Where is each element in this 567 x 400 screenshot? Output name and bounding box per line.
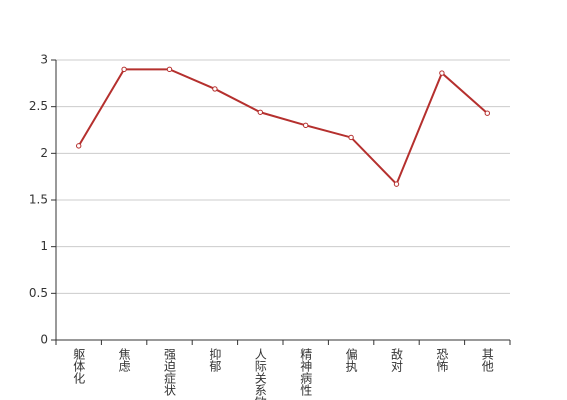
x-tick-label: 抑郁	[208, 347, 222, 373]
y-tick-label: 2.5	[29, 99, 48, 113]
y-tick-label: 1	[40, 239, 48, 253]
x-tick-label: 敌对	[390, 347, 404, 372]
point	[303, 122, 309, 129]
line	[77, 68, 488, 186]
x-tick-label: 躯体化	[72, 347, 86, 385]
point	[76, 143, 82, 149]
x-tick-label: 人际关系敏感	[253, 348, 267, 400]
y-tick-label: 3	[40, 53, 48, 67]
point	[348, 134, 354, 141]
x-tick-label: 其他	[480, 348, 494, 372]
point	[121, 66, 127, 73]
point	[439, 70, 445, 76]
x-tick-label: 恐怖	[435, 348, 449, 372]
point	[484, 110, 490, 116]
x-tick-label: 偏执	[344, 347, 358, 373]
y-tick-label: 2	[40, 146, 48, 160]
y-tick-label: 1.5	[29, 193, 48, 207]
y-tick-label: 0	[40, 333, 48, 347]
point	[393, 181, 400, 187]
point	[166, 66, 173, 73]
x-tick-label: 精神病性	[299, 348, 313, 397]
point	[257, 109, 263, 115]
x-tick-label: 焦虑	[117, 348, 131, 372]
point	[212, 86, 218, 92]
y-tick-label: 0.5	[29, 286, 48, 300]
x-tick-label: 强迫症状	[163, 348, 177, 396]
